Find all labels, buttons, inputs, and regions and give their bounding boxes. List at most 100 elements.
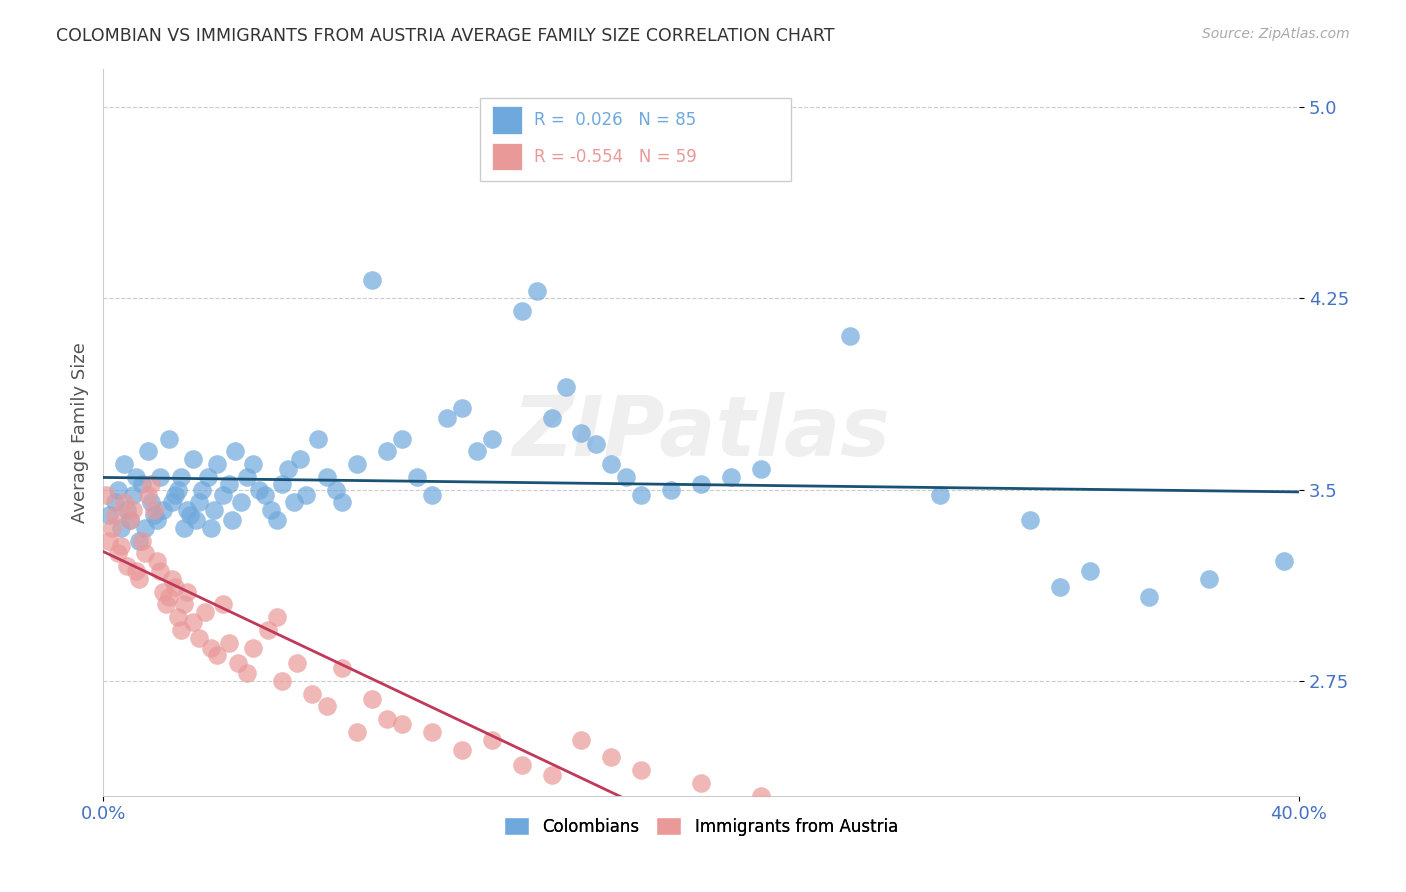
Text: ZIPatlas: ZIPatlas	[512, 392, 890, 473]
Point	[316, 699, 339, 714]
Point	[659, 483, 682, 497]
Point	[152, 584, 174, 599]
Point	[1018, 513, 1040, 527]
Point	[194, 605, 217, 619]
Point	[167, 610, 190, 624]
Point	[690, 477, 713, 491]
Point	[226, 656, 249, 670]
Y-axis label: Average Family Size: Average Family Size	[72, 342, 89, 523]
Point	[122, 488, 145, 502]
Point	[191, 483, 214, 497]
Point	[128, 572, 150, 586]
Point	[202, 503, 225, 517]
Text: R = -0.554   N = 59: R = -0.554 N = 59	[534, 147, 696, 166]
Point	[235, 470, 257, 484]
Point	[361, 691, 384, 706]
Point	[142, 503, 165, 517]
Point	[301, 687, 323, 701]
Point	[420, 725, 443, 739]
Point	[170, 623, 193, 637]
Point	[218, 635, 240, 649]
Point	[235, 666, 257, 681]
Point	[346, 725, 368, 739]
Point	[200, 640, 222, 655]
Point	[134, 546, 156, 560]
Point	[125, 564, 148, 578]
Point	[187, 631, 209, 645]
Point	[256, 623, 278, 637]
Point	[187, 495, 209, 509]
Point	[118, 513, 141, 527]
Point	[197, 470, 219, 484]
Point	[839, 329, 862, 343]
Point	[436, 411, 458, 425]
Point	[94, 488, 117, 502]
Point	[211, 598, 233, 612]
Point	[749, 462, 772, 476]
Point	[375, 444, 398, 458]
Point	[287, 656, 309, 670]
Point	[614, 470, 637, 484]
Point	[128, 533, 150, 548]
Point	[346, 457, 368, 471]
Point	[1137, 590, 1160, 604]
Point	[690, 776, 713, 790]
Point	[98, 533, 121, 548]
Point	[160, 495, 183, 509]
Point	[929, 488, 952, 502]
Point	[391, 432, 413, 446]
Text: Source: ZipAtlas.com: Source: ZipAtlas.com	[1202, 27, 1350, 41]
Point	[361, 273, 384, 287]
Point	[600, 750, 623, 764]
Point	[295, 488, 318, 502]
Point	[149, 564, 172, 578]
Point	[259, 503, 281, 517]
Point	[420, 488, 443, 502]
Point	[181, 451, 204, 466]
Point	[307, 432, 329, 446]
Legend: Colombians, Immigrants from Austria: Colombians, Immigrants from Austria	[494, 807, 908, 846]
Point	[271, 673, 294, 688]
Point	[218, 477, 240, 491]
Text: R =  0.026   N = 85: R = 0.026 N = 85	[534, 112, 696, 129]
Point	[375, 712, 398, 726]
Point	[149, 470, 172, 484]
Point	[179, 508, 201, 522]
Point	[131, 477, 153, 491]
Point	[630, 763, 652, 777]
Point	[510, 758, 533, 772]
Point	[125, 470, 148, 484]
FancyBboxPatch shape	[479, 97, 790, 181]
Point	[630, 488, 652, 502]
Point	[1272, 554, 1295, 568]
Point	[131, 533, 153, 548]
Point	[253, 488, 276, 502]
Point	[176, 584, 198, 599]
Point	[540, 768, 562, 782]
Point	[142, 508, 165, 522]
Point	[139, 477, 162, 491]
Point	[110, 539, 132, 553]
Point	[181, 615, 204, 630]
Point	[170, 470, 193, 484]
Point	[107, 546, 129, 560]
Point	[146, 554, 169, 568]
Point	[481, 732, 503, 747]
Point	[571, 732, 593, 747]
Point	[122, 503, 145, 517]
Point	[290, 451, 312, 466]
Point	[330, 661, 353, 675]
Point	[155, 598, 177, 612]
Point	[224, 444, 246, 458]
Point	[136, 488, 159, 502]
Point	[391, 717, 413, 731]
Point	[107, 483, 129, 497]
Point	[229, 495, 252, 509]
Point	[316, 470, 339, 484]
FancyBboxPatch shape	[492, 106, 522, 134]
Point	[115, 503, 138, 517]
Point	[1078, 564, 1101, 578]
Point	[1049, 580, 1071, 594]
Point	[749, 789, 772, 803]
Point	[465, 444, 488, 458]
